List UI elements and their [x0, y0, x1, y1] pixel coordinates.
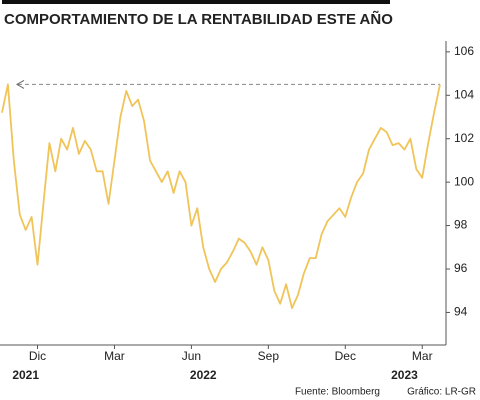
- y-tick-label: 98: [454, 218, 468, 232]
- title-bar: [2, 0, 390, 4]
- source: Fuente: Bloomberg: [295, 387, 380, 398]
- x-tick-label: Dec: [335, 349, 356, 363]
- x-tick-label: Mar: [104, 349, 125, 363]
- x-tick-label: Mar: [412, 349, 433, 363]
- y-tick-label: 102: [454, 131, 474, 145]
- y-tick-label: 100: [454, 174, 474, 188]
- year-label: 2022: [190, 368, 217, 382]
- credit: Gráfico: LR-GR: [407, 387, 476, 398]
- chart-title: COMPORTAMIENTO DE LA RENTABILIDAD ESTE A…: [4, 10, 393, 28]
- y-tick-label: 94: [454, 305, 468, 319]
- year-label: 2023: [391, 368, 418, 382]
- x-tick-label: Dic: [29, 349, 46, 363]
- y-tick-label: 104: [454, 87, 474, 101]
- y-tick-label: 96: [454, 261, 468, 275]
- x-tick-label: Sep: [258, 349, 280, 363]
- x-tick-label: Jun: [182, 349, 201, 363]
- year-label: 2021: [12, 368, 39, 382]
- reference-arrow: [15, 79, 25, 89]
- y-tick-label: 106: [454, 44, 474, 58]
- line: [1, 83, 441, 309]
